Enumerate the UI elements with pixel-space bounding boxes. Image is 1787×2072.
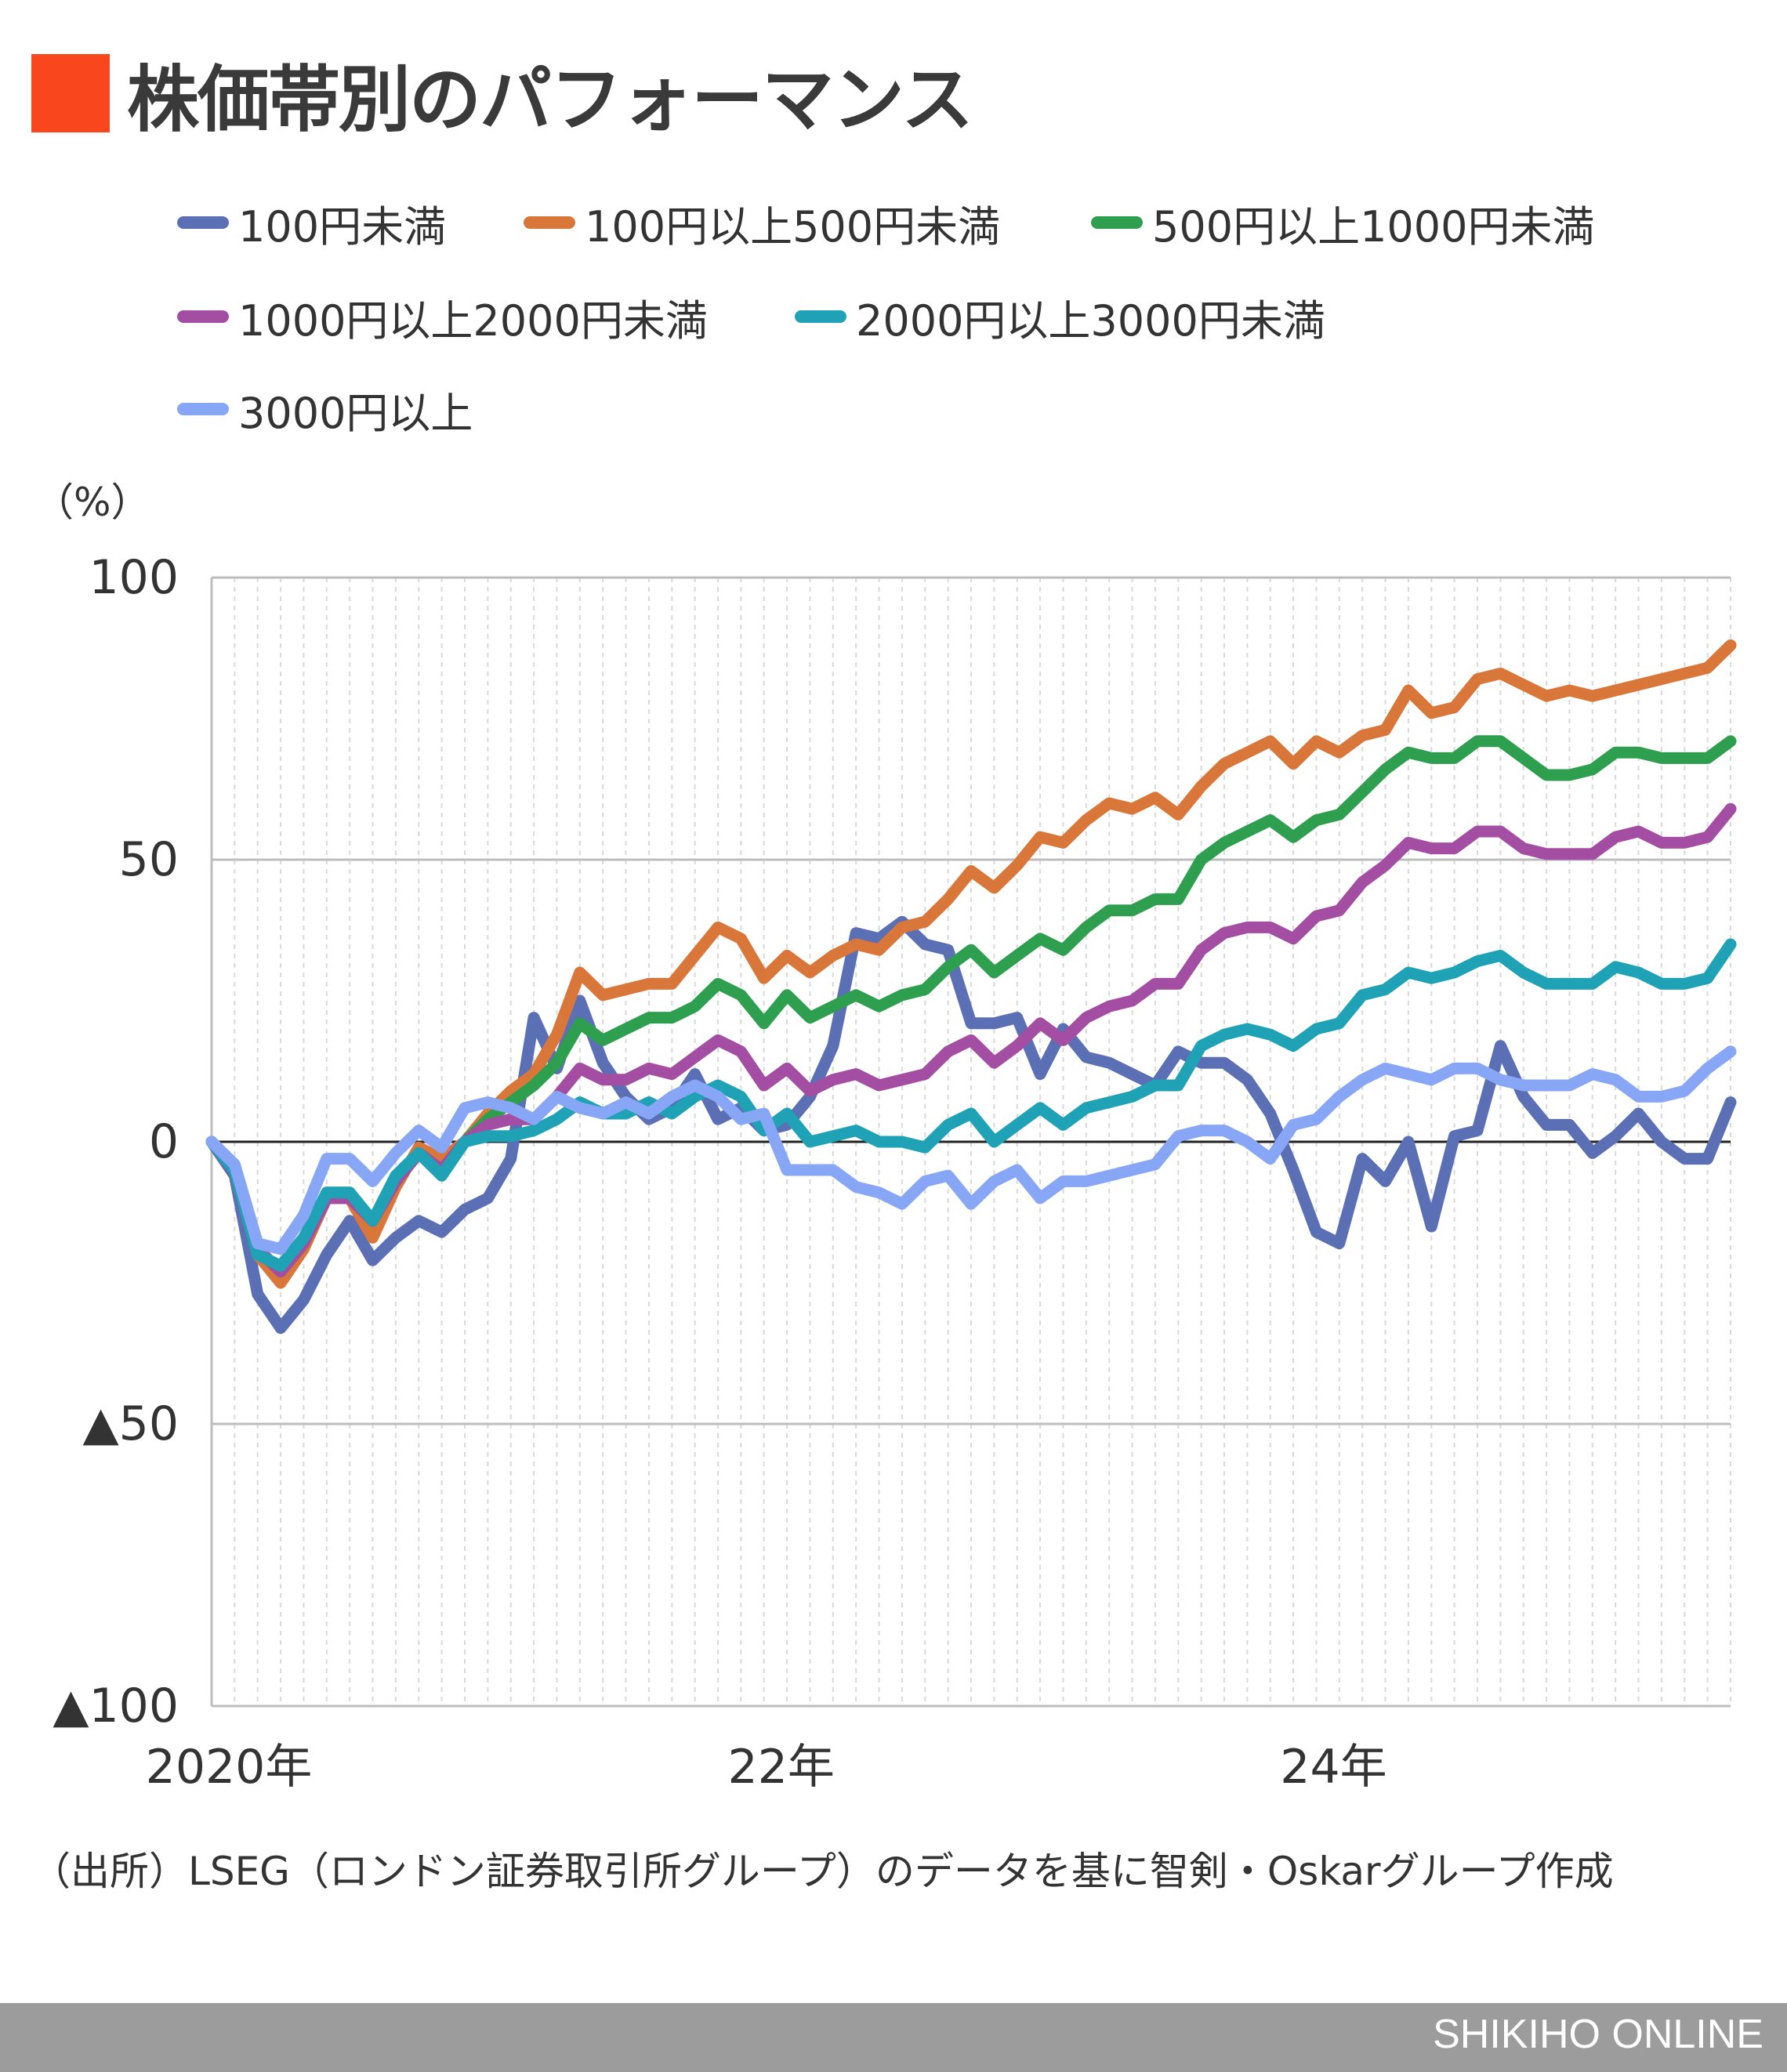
- y-tick-label: 100: [89, 550, 179, 605]
- y-tick-label: ▲50: [83, 1396, 179, 1451]
- y-tick-label: 0: [149, 1114, 179, 1169]
- y-axis-unit-label: （%）: [34, 480, 150, 525]
- footer-bar: SHIKIHO ONLINE: [0, 2003, 1787, 2072]
- chart-title: 株価帯別のパフォーマンス: [127, 57, 973, 142]
- footer-brand: SHIKIHO ONLINE: [1433, 2012, 1763, 2057]
- series-lines: [205, 639, 1737, 1335]
- legend-item-over-3000: 3000円以上: [177, 384, 473, 438]
- y-axis-tick-labels: 100 50 0 ▲50 ▲100: [53, 550, 179, 1733]
- legend-item-2000-3000: 2000円以上3000円未満: [795, 292, 1325, 346]
- y-tick-label: 50: [119, 832, 179, 887]
- x-tick-label: 2020年: [146, 1740, 313, 1795]
- legend-item-1000-2000: 1000円以上2000円未満: [177, 292, 708, 346]
- legend-swatch-100-500: [524, 216, 575, 229]
- legend-item-500-1000: 500円以上1000円未満: [1091, 197, 1595, 252]
- legend-swatch-1000-2000: [177, 310, 229, 323]
- legend-label-2000-3000: 2000円以上3000円未満: [856, 295, 1325, 346]
- legend-label-500-1000: 500円以上1000円未満: [1152, 201, 1595, 252]
- legend-swatch-2000-3000: [795, 310, 846, 323]
- y-tick-label: ▲100: [53, 1679, 179, 1733]
- series-line-5: [205, 1045, 1737, 1255]
- x-tick-label: 24年: [1280, 1740, 1386, 1795]
- x-axis-tick-labels: 2020年 22年 24年: [146, 1740, 1387, 1795]
- source-note: （出所）LSEG（ロンドン証券取引所グループ）のデータを基に智剣・Oskarグル…: [31, 1849, 1614, 1894]
- legend-label-1000-2000: 1000円以上2000円未満: [238, 295, 708, 346]
- legend-label-under-100: 100円未満: [238, 201, 447, 252]
- legend-item-under-100: 100円未満: [177, 197, 446, 252]
- legend-item-100-500: 100円以上500円未満: [524, 197, 1000, 252]
- legend-label-over-3000: 3000円以上: [238, 388, 473, 438]
- chart-title-row: 株価帯別のパフォーマンス: [31, 53, 973, 142]
- series-line-0: [205, 915, 1737, 1335]
- legend-swatch-over-3000: [177, 403, 229, 415]
- line-chart: 100 50 0 ▲50 ▲100 2020年 22年 24年 （%）: [34, 480, 1737, 1795]
- legend-label-100-500: 100円以上500円未満: [585, 201, 1001, 252]
- x-tick-label: 22年: [728, 1740, 835, 1795]
- title-accent-square: [31, 54, 110, 132]
- legend-swatch-500-1000: [1091, 216, 1143, 229]
- series-line-4: [205, 938, 1737, 1272]
- legend-swatch-under-100: [177, 216, 229, 229]
